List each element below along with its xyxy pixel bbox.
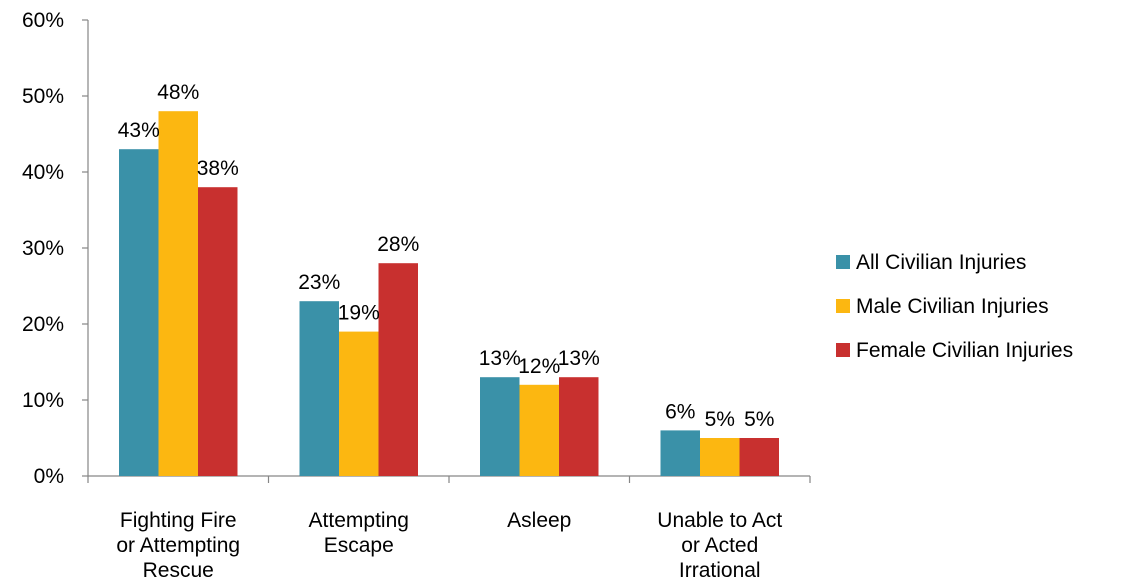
data-label: 19% [338, 302, 380, 325]
y-tick-label: 40% [22, 161, 64, 184]
category-label-line: Rescue [143, 559, 214, 582]
data-label: 43% [118, 119, 160, 142]
category-label: Attempting Escape [309, 509, 409, 557]
legend-label: Female Civilian Injuries [856, 339, 1073, 362]
y-tick-label: 30% [22, 237, 64, 260]
bar [198, 187, 238, 476]
category-label: Fighting Fire or Attempting Rescue [116, 509, 240, 582]
y-axis-ticks: 0% 10% 20% 30% 40% 50% 60% [22, 9, 88, 488]
legend-label: Male Civilian Injuries [856, 295, 1049, 318]
bar [299, 301, 339, 476]
bar [378, 263, 418, 476]
category-label: Unable to Act or Acted Irrational [657, 509, 782, 582]
bars [119, 111, 779, 476]
category-label-line: or Attempting [116, 534, 240, 557]
category-label-line: Unable to Act [657, 509, 782, 532]
bar [158, 111, 198, 476]
data-label: 5% [705, 408, 735, 431]
legend: All Civilian Injuries Male Civilian Injur… [836, 251, 1073, 362]
data-labels: 43% 48% 38% 23% 19% 28% 13%12%13% 6% 5% 5% [118, 81, 775, 431]
bar [739, 438, 779, 476]
data-label: 28% [377, 233, 419, 256]
x-axis-ticks [87, 476, 811, 483]
data-label: 48% [157, 81, 199, 104]
data-label: 6% [665, 400, 695, 423]
y-tick-label: 10% [22, 389, 64, 412]
legend-swatch [836, 299, 850, 313]
data-label: 23% [298, 271, 340, 294]
y-tick-label: 20% [22, 313, 64, 336]
y-tick-label: 60% [22, 9, 64, 32]
category-label: Asleep [507, 509, 571, 532]
legend-swatch [836, 343, 850, 357]
y-tick-label: 50% [22, 85, 64, 108]
bar [660, 430, 700, 476]
legend-label: All Civilian Injuries [856, 251, 1026, 274]
bar [119, 149, 159, 476]
category-label-line: Escape [324, 534, 394, 557]
bar [480, 377, 520, 476]
legend-swatch [836, 255, 850, 269]
data-label: 38% [197, 157, 239, 180]
y-tick-label: 0% [34, 465, 64, 488]
category-label-line: Irrational [679, 559, 761, 582]
data-label: 12% [518, 355, 560, 378]
category-label-line: or Acted [681, 534, 758, 557]
category-labels: Fighting Fire or Attempting Rescue Attempti… [116, 509, 782, 582]
bar [700, 438, 740, 476]
bar [339, 331, 379, 476]
category-label-line: Fighting Fire [120, 509, 237, 532]
bar [559, 377, 599, 476]
data-label: 5% [744, 408, 774, 431]
category-label-line: Attempting [309, 509, 409, 532]
bar [519, 384, 559, 476]
category-label-line: Asleep [507, 509, 571, 532]
data-label: 13% [479, 347, 521, 370]
data-label: 13% [558, 347, 600, 370]
